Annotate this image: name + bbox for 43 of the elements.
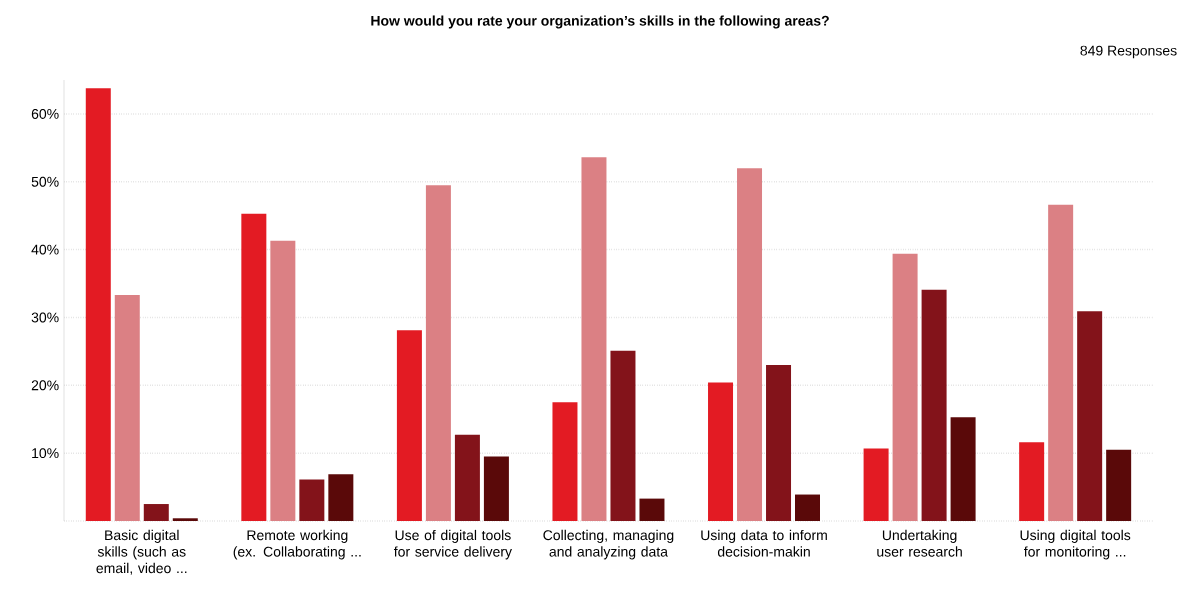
bar — [1048, 204, 1074, 521]
bar — [396, 330, 422, 521]
bar — [1019, 442, 1045, 521]
bar — [172, 518, 198, 521]
x-tick-label: Collecting, managing and analyzing data — [543, 529, 674, 560]
bar — [85, 88, 111, 521]
bar — [892, 253, 918, 521]
bar — [241, 213, 267, 521]
bar — [114, 295, 140, 521]
text: 849 Responses — [1080, 45, 1177, 59]
bar — [483, 456, 509, 521]
chart-title: How would you rate your organization’s skills in the following areas? — [371, 15, 829, 29]
bar — [143, 504, 169, 521]
bar — [708, 382, 734, 521]
x-tick-label: Using data to inform decision-makin — [701, 529, 827, 557]
bar — [737, 168, 763, 521]
x-tick-label: Use of digital tools for service delivery — [393, 529, 512, 560]
x-tick-label: Using digital tools for monitoring ... — [1020, 529, 1131, 560]
bar — [270, 240, 296, 521]
bar — [425, 185, 451, 521]
y-tick-label: 30% — [31, 312, 59, 323]
bar — [863, 448, 889, 521]
bar — [552, 402, 578, 521]
bar — [795, 494, 821, 521]
bar — [581, 157, 607, 521]
bar — [921, 289, 947, 521]
bar — [950, 417, 976, 521]
y-tick-label: 10% — [32, 448, 59, 459]
y-tick-label: 20% — [31, 380, 59, 391]
bar — [766, 364, 792, 521]
bar — [299, 479, 325, 521]
bar — [1106, 449, 1132, 521]
bar — [1077, 311, 1103, 521]
bar — [454, 434, 480, 521]
y-tick-label: 40% — [31, 244, 59, 255]
bar — [610, 350, 636, 521]
x-tick-label: Remote working (ex. Collaborating ... — [233, 529, 361, 560]
x-tick-label: Basic digital skills (such as email, video ... — [96, 529, 187, 575]
y-tick-label: 60% — [31, 108, 59, 119]
bar — [639, 498, 665, 521]
y-tick-label: 50% — [31, 176, 59, 187]
bar — [328, 474, 354, 521]
x-tick-label: Undertaking user research — [877, 529, 962, 557]
